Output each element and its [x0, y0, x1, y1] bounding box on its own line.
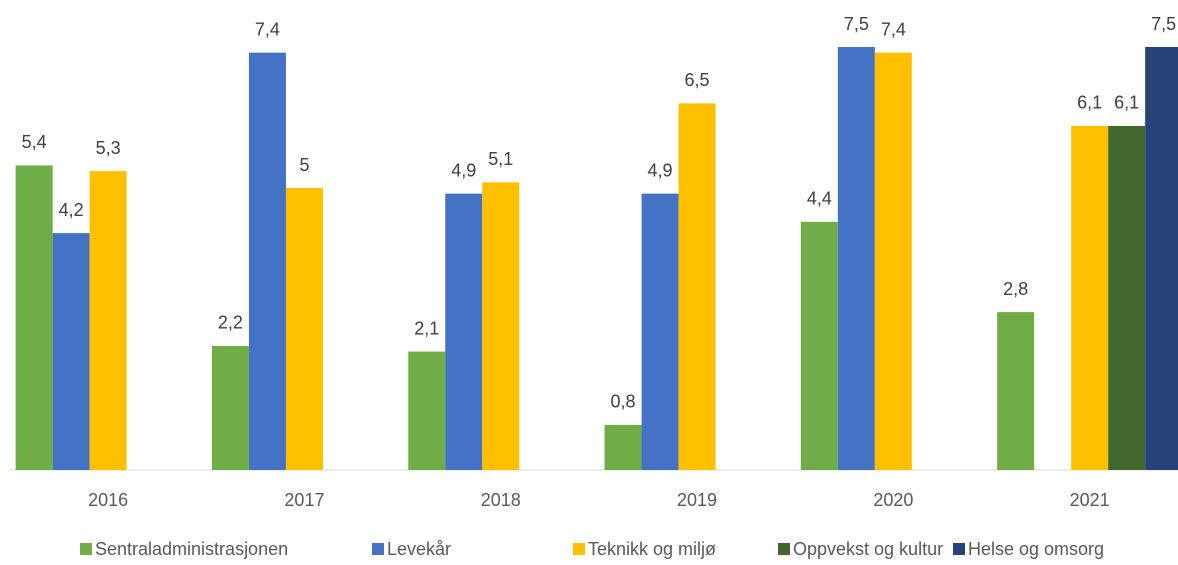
x-tick-label: 2018 [481, 490, 521, 510]
data-label: 5,3 [96, 138, 121, 158]
data-label: 7,5 [844, 14, 869, 34]
bar [997, 312, 1035, 470]
bar [52, 233, 90, 470]
x-tick-label: 2016 [88, 490, 128, 510]
data-label: 5,4 [22, 132, 47, 152]
bar [678, 103, 716, 471]
x-tick-label: 2019 [677, 490, 717, 510]
legend-label: Oppvekst og kultur [793, 539, 943, 559]
data-label: 6,1 [1077, 93, 1102, 113]
bar [482, 182, 520, 471]
legend-label: Sentraladministrasjonen [95, 539, 288, 559]
data-label: 4,9 [648, 160, 673, 180]
data-label: 4,9 [451, 160, 476, 180]
data-label: 2,8 [1003, 279, 1028, 299]
legend-swatch [80, 543, 92, 555]
data-label: 2,2 [218, 313, 243, 333]
data-label: 7,5 [1151, 14, 1176, 34]
data-label: 2,1 [414, 318, 439, 338]
data-label: 6,1 [1114, 93, 1139, 113]
bar [248, 52, 286, 470]
legend-swatch [573, 543, 585, 555]
legend-swatch [372, 543, 384, 555]
data-label: 6,5 [685, 70, 710, 90]
legend-swatch [953, 543, 965, 555]
data-label: 4,2 [59, 200, 84, 220]
bar [285, 188, 323, 470]
bar [1108, 125, 1146, 471]
bar [89, 171, 127, 470]
data-label: 5 [299, 155, 309, 175]
bar [800, 221, 838, 470]
bar [15, 165, 53, 470]
legend-label: Levekår [387, 539, 451, 559]
data-label: 7,4 [881, 19, 906, 39]
bar [837, 47, 875, 470]
data-label: 7,4 [255, 19, 280, 39]
legend-label: Teknikk og miljø [588, 539, 716, 559]
bar [604, 424, 642, 470]
x-tick-label: 2020 [873, 490, 913, 510]
bar [641, 193, 679, 470]
x-tick-label: 2021 [1070, 490, 1110, 510]
data-label: 0,8 [611, 392, 636, 412]
bar [1071, 125, 1109, 471]
bar [1145, 47, 1178, 470]
bar [445, 193, 483, 470]
x-tick-label: 2017 [284, 490, 324, 510]
data-label: 4,4 [807, 189, 832, 209]
bar [408, 351, 446, 470]
legend-swatch [778, 543, 790, 555]
bar [211, 345, 249, 470]
legend-label: Helse og omsorg [968, 539, 1104, 559]
bar [874, 52, 912, 470]
data-label: 5,1 [488, 149, 513, 169]
